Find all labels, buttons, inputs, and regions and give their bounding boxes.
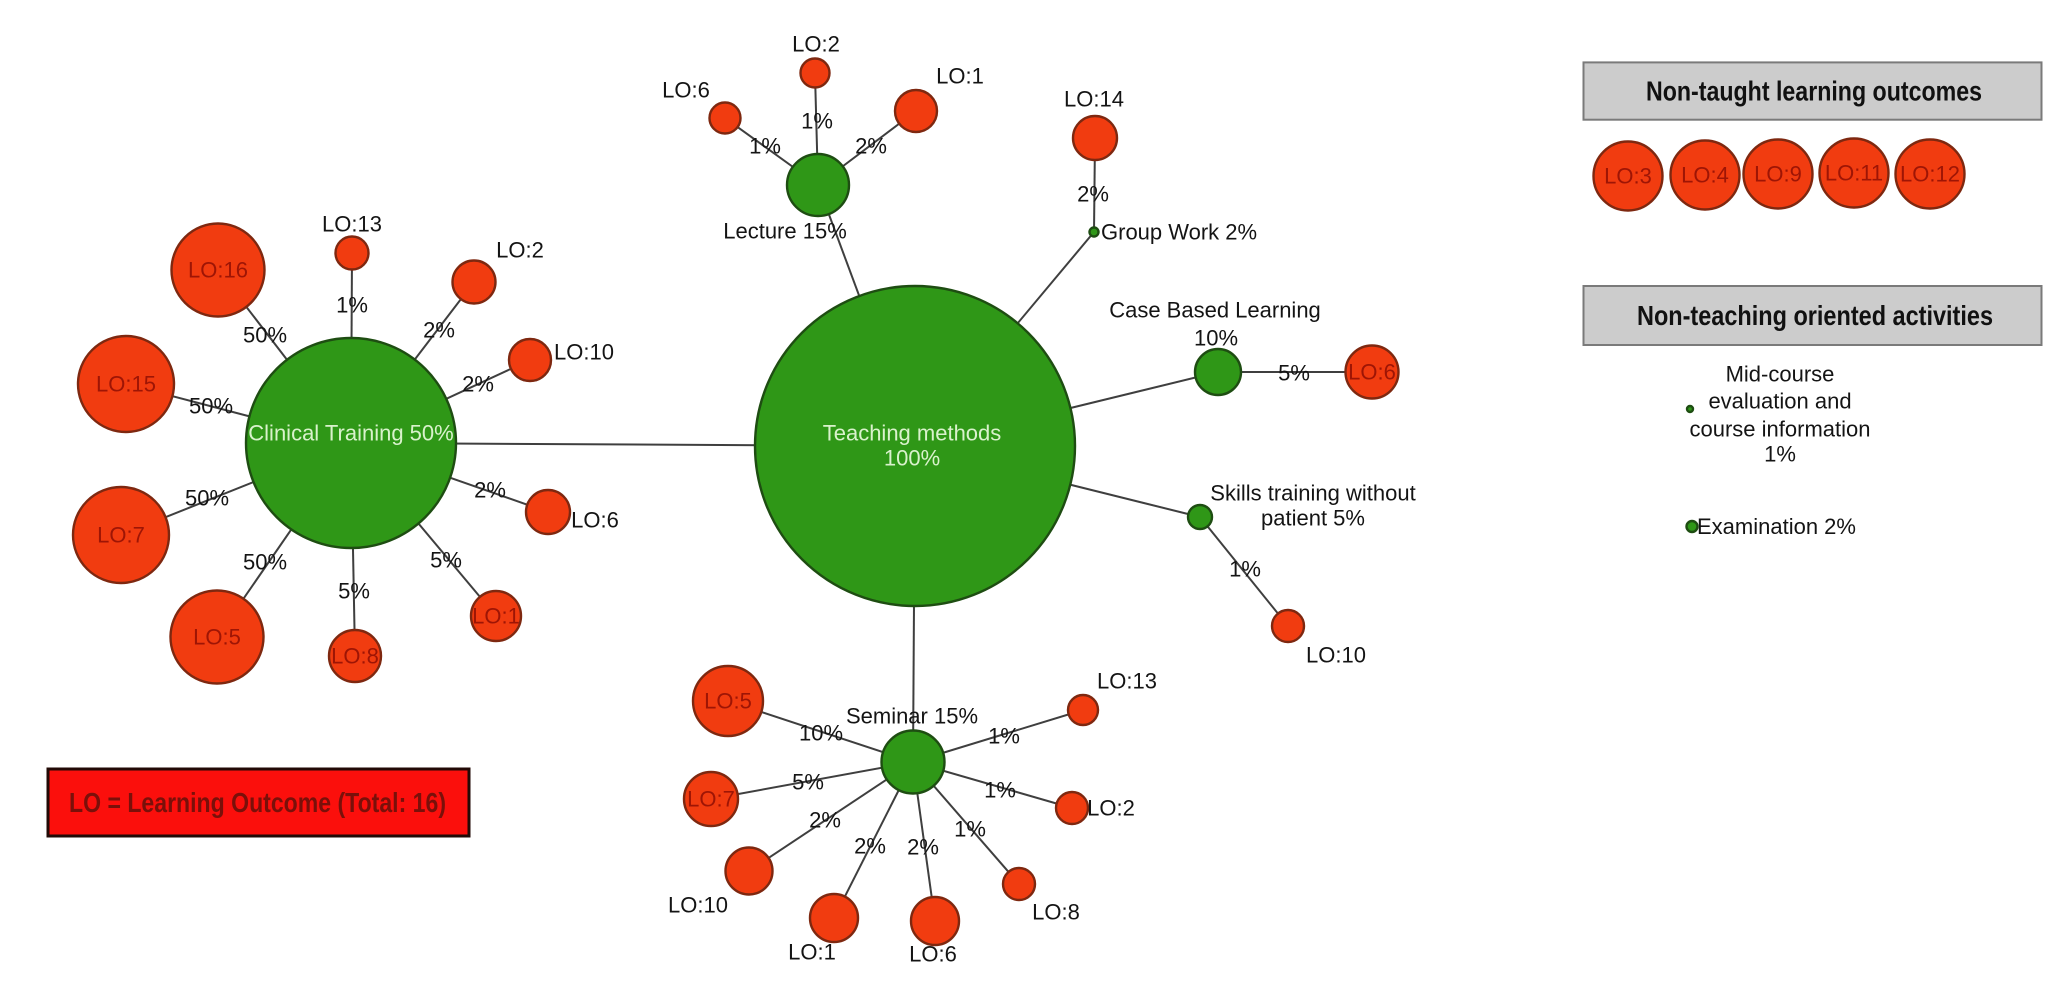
svg-text:LO:12: LO:12 xyxy=(1900,162,1960,187)
svg-text:LO:10: LO:10 xyxy=(668,893,728,918)
svg-text:LO:1: LO:1 xyxy=(936,64,984,89)
svg-text:LO:13: LO:13 xyxy=(1097,669,1157,694)
svg-text:LO:7: LO:7 xyxy=(97,523,145,548)
svg-text:LO:6: LO:6 xyxy=(1348,360,1396,385)
svg-text:2%: 2% xyxy=(907,835,939,860)
svg-text:LO:10: LO:10 xyxy=(554,340,614,365)
svg-text:LO:1: LO:1 xyxy=(788,940,836,965)
svg-text:Teaching methods: Teaching methods xyxy=(823,421,1002,446)
svg-text:Mid-course: Mid-course xyxy=(1726,362,1835,387)
svg-text:1%: 1% xyxy=(1764,442,1796,467)
svg-text:2%: 2% xyxy=(423,318,455,343)
svg-text:LO:14: LO:14 xyxy=(1064,87,1124,112)
svg-text:1%: 1% xyxy=(749,134,781,159)
svg-text:LO:8: LO:8 xyxy=(331,644,379,669)
svg-text:5%: 5% xyxy=(338,579,370,604)
svg-text:LO:2: LO:2 xyxy=(1087,796,1135,821)
svg-text:LO:11: LO:11 xyxy=(1825,161,1883,186)
svg-text:10%: 10% xyxy=(1194,326,1238,351)
svg-text:LO:10: LO:10 xyxy=(1306,643,1366,668)
svg-text:1%: 1% xyxy=(988,724,1020,749)
svg-text:10%: 10% xyxy=(799,721,843,746)
svg-text:Group Work 2%: Group Work 2% xyxy=(1101,220,1257,245)
svg-text:2%: 2% xyxy=(474,478,506,503)
svg-text:course information: course information xyxy=(1690,417,1871,442)
svg-text:LO:15: LO:15 xyxy=(96,372,156,397)
svg-text:Non-teaching oriented activiti: Non-teaching oriented activities xyxy=(1637,300,1993,331)
svg-text:2%: 2% xyxy=(854,834,886,859)
svg-text:1%: 1% xyxy=(984,778,1016,803)
svg-text:LO:8: LO:8 xyxy=(1032,900,1080,925)
svg-text:patient 5%: patient 5% xyxy=(1261,506,1365,531)
svg-text:LO:1: LO:1 xyxy=(472,604,520,629)
svg-text:LO:2: LO:2 xyxy=(496,238,544,263)
svg-text:1%: 1% xyxy=(801,109,833,134)
svg-text:1%: 1% xyxy=(336,293,368,318)
svg-text:Case Based Learning: Case Based Learning xyxy=(1109,298,1321,323)
svg-text:LO:6: LO:6 xyxy=(909,942,957,967)
svg-text:Lecture 15%: Lecture 15% xyxy=(723,219,847,244)
svg-text:2%: 2% xyxy=(1077,182,1109,207)
svg-text:2%: 2% xyxy=(462,372,494,397)
svg-text:5%: 5% xyxy=(792,770,824,795)
svg-text:LO:7: LO:7 xyxy=(687,787,735,812)
svg-text:50%: 50% xyxy=(243,550,287,575)
svg-text:LO:13: LO:13 xyxy=(322,212,382,237)
svg-text:5%: 5% xyxy=(1278,361,1310,386)
svg-text:50%: 50% xyxy=(243,323,287,348)
svg-text:LO:3: LO:3 xyxy=(1604,164,1652,189)
svg-text:LO:16: LO:16 xyxy=(188,258,248,283)
svg-text:evaluation and: evaluation and xyxy=(1708,389,1851,414)
svg-text:50%: 50% xyxy=(189,394,233,419)
svg-text:2%: 2% xyxy=(855,134,887,159)
svg-text:LO:6: LO:6 xyxy=(662,78,710,103)
svg-text:5%: 5% xyxy=(430,548,462,573)
svg-text:2%: 2% xyxy=(809,808,841,833)
svg-text:LO:2: LO:2 xyxy=(792,32,840,57)
svg-text:LO:4: LO:4 xyxy=(1681,163,1729,188)
svg-text:100%: 100% xyxy=(884,446,940,471)
svg-text:50%: 50% xyxy=(185,486,229,511)
svg-text:Non-taught learning outcomes: Non-taught learning outcomes xyxy=(1646,76,1982,107)
svg-text:Clinical Training 50%: Clinical Training 50% xyxy=(248,421,453,446)
svg-text:Seminar 15%: Seminar 15% xyxy=(846,704,978,729)
svg-text:LO:5: LO:5 xyxy=(193,625,241,650)
svg-text:LO:9: LO:9 xyxy=(1754,162,1802,187)
svg-text:1%: 1% xyxy=(1229,557,1261,582)
svg-text:LO:6: LO:6 xyxy=(571,508,619,533)
svg-text:LO = Learning Outcome (Total:: LO = Learning Outcome (Total: 16) xyxy=(69,787,446,818)
svg-text:1%: 1% xyxy=(954,817,986,842)
svg-text:Skills training without: Skills training without xyxy=(1210,481,1415,506)
svg-text:Examination 2%: Examination 2% xyxy=(1697,514,1856,539)
svg-text:LO:5: LO:5 xyxy=(704,689,752,714)
